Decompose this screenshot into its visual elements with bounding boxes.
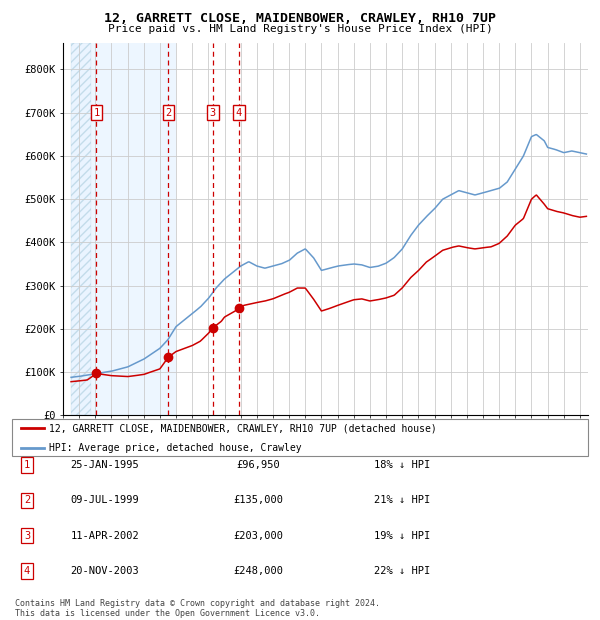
Text: 4: 4 — [24, 566, 30, 576]
Text: 25-JAN-1995: 25-JAN-1995 — [71, 460, 139, 470]
Text: Price paid vs. HM Land Registry's House Price Index (HPI): Price paid vs. HM Land Registry's House … — [107, 24, 493, 33]
Text: 3: 3 — [24, 531, 30, 541]
Text: 3: 3 — [210, 108, 216, 118]
Text: 22% ↓ HPI: 22% ↓ HPI — [374, 566, 430, 576]
Text: 12, GARRETT CLOSE, MAIDENBOWER, CRAWLEY, RH10 7UP: 12, GARRETT CLOSE, MAIDENBOWER, CRAWLEY,… — [104, 12, 496, 25]
Text: £96,950: £96,950 — [236, 460, 280, 470]
Text: 21% ↓ HPI: 21% ↓ HPI — [374, 495, 430, 505]
Text: HPI: Average price, detached house, Crawley: HPI: Average price, detached house, Craw… — [49, 443, 302, 453]
Text: 19% ↓ HPI: 19% ↓ HPI — [374, 531, 430, 541]
Text: 20-NOV-2003: 20-NOV-2003 — [71, 566, 139, 576]
Text: 1: 1 — [94, 108, 100, 118]
Text: £248,000: £248,000 — [233, 566, 283, 576]
Text: 09-JUL-1999: 09-JUL-1999 — [71, 495, 139, 505]
Text: 2: 2 — [165, 108, 172, 118]
Text: 11-APR-2002: 11-APR-2002 — [71, 531, 139, 541]
Text: Contains HM Land Registry data © Crown copyright and database right 2024.
This d: Contains HM Land Registry data © Crown c… — [15, 599, 380, 618]
Text: 1: 1 — [24, 460, 30, 470]
Text: 2: 2 — [24, 495, 30, 505]
Text: £135,000: £135,000 — [233, 495, 283, 505]
Text: 4: 4 — [236, 108, 242, 118]
FancyBboxPatch shape — [12, 418, 588, 456]
Text: 18% ↓ HPI: 18% ↓ HPI — [374, 460, 430, 470]
Text: 12, GARRETT CLOSE, MAIDENBOWER, CRAWLEY, RH10 7UP (detached house): 12, GARRETT CLOSE, MAIDENBOWER, CRAWLEY,… — [49, 423, 437, 433]
Bar — [91, 43, 176, 415]
Text: £203,000: £203,000 — [233, 531, 283, 541]
Bar — [71, 43, 91, 415]
